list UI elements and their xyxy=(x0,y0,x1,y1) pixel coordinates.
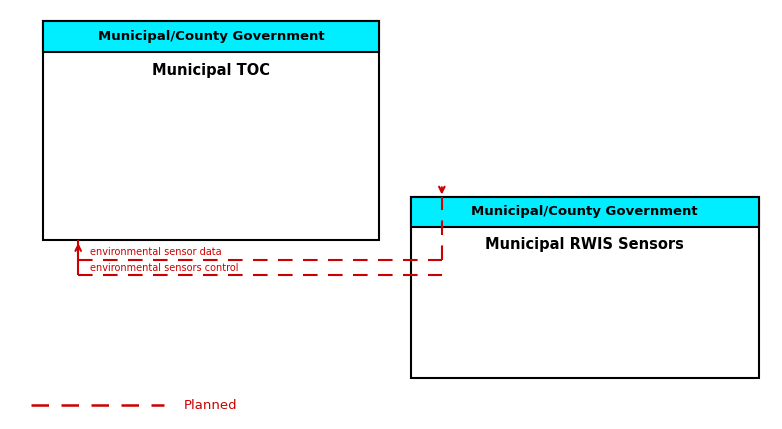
Text: Planned: Planned xyxy=(184,399,238,412)
Bar xyxy=(411,197,759,227)
Text: Municipal/County Government: Municipal/County Government xyxy=(98,30,325,43)
Bar xyxy=(43,21,379,240)
Text: environmental sensor data: environmental sensor data xyxy=(90,247,221,257)
Text: Municipal TOC: Municipal TOC xyxy=(152,63,270,78)
Text: Municipal/County Government: Municipal/County Government xyxy=(472,205,698,218)
Text: Municipal RWIS Sensors: Municipal RWIS Sensors xyxy=(485,237,684,252)
Text: environmental sensors control: environmental sensors control xyxy=(90,263,239,273)
Bar xyxy=(43,21,379,52)
Bar xyxy=(411,197,759,378)
